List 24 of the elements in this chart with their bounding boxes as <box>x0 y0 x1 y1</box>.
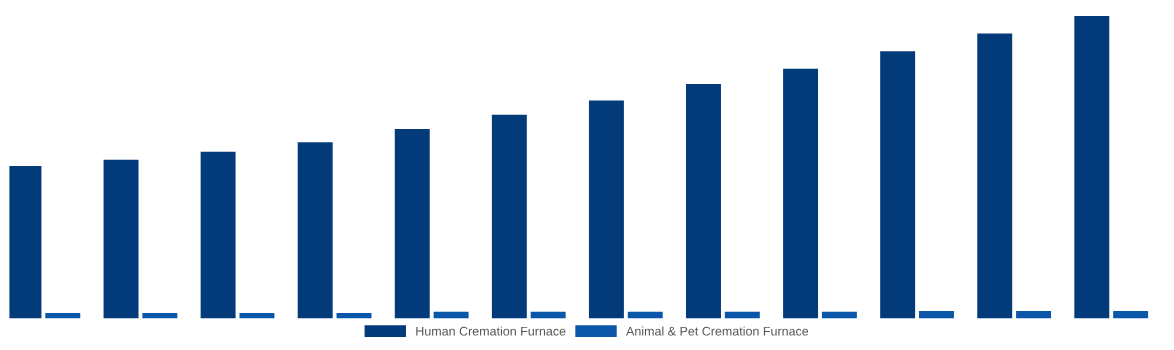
bar <box>45 313 81 319</box>
legend-label: Animal & Pet Cremation Furnace <box>626 326 809 336</box>
bar <box>1074 16 1110 319</box>
bar <box>239 313 275 319</box>
bar <box>724 311 760 319</box>
bar <box>394 128 430 319</box>
bar <box>919 310 954 319</box>
bar <box>530 311 566 319</box>
bar <box>1016 310 1052 319</box>
bar <box>783 68 819 319</box>
bar <box>200 151 236 319</box>
bar <box>627 311 663 319</box>
bar <box>588 100 624 319</box>
bar <box>297 142 333 319</box>
bar <box>142 313 178 319</box>
bar <box>686 84 721 319</box>
bar <box>821 311 857 319</box>
bar <box>977 33 1013 319</box>
bar <box>103 159 139 319</box>
bar <box>1113 310 1149 319</box>
legend-label: Human Cremation Furnace <box>416 326 566 336</box>
bar <box>491 114 527 319</box>
bar <box>433 311 469 319</box>
bar <box>880 51 916 319</box>
